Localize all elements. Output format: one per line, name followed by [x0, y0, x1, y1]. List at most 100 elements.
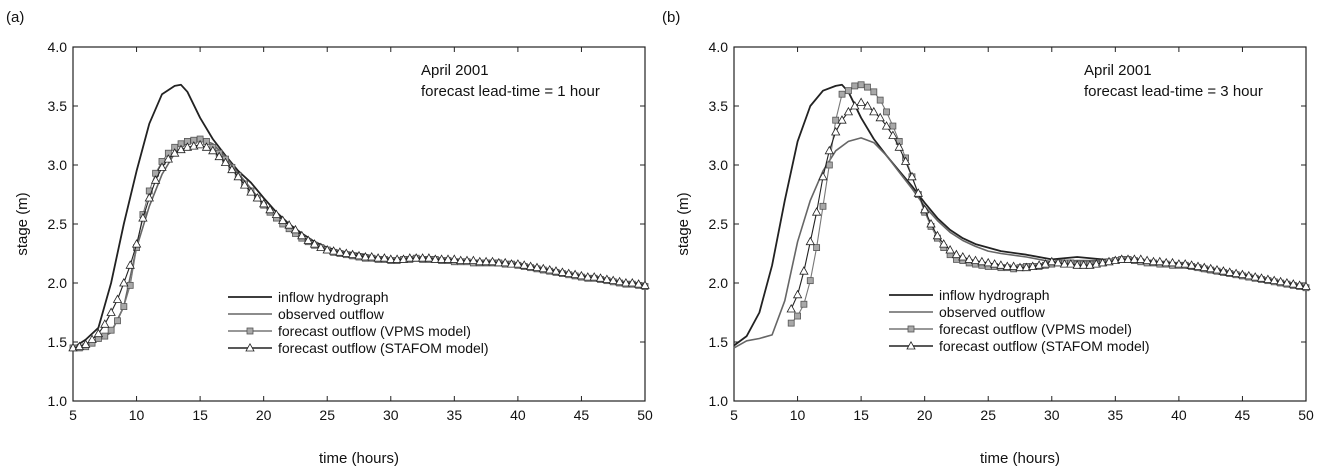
chart-a-series-forecast-outflow-stafom-model-point: [271, 209, 282, 219]
chart-a-legend-observed-outflow-label: observed outflow: [278, 306, 385, 322]
chart-a-x-tick-label: 45: [574, 407, 590, 423]
chart-b-series-forecast-outflow-stafom-model-point: [1047, 256, 1057, 266]
chart-a-series-forecast-outflow-stafom-model-point: [570, 269, 580, 279]
chart-a-x-tick-label: 15: [192, 407, 208, 423]
chart-b-series-forecast-outflow-stafom-model-point: [869, 106, 879, 116]
chart-a-series-forecast-outflow-stafom-model-point: [354, 250, 364, 260]
chart-b-annotation-line: April 2001: [1084, 62, 1152, 79]
chart-b-series-forecast-outflow-vpms-model-point: [844, 87, 852, 95]
chart-a-y-tick-label: 2.0: [48, 275, 68, 291]
chart-a-annotation-line: forecast lead-time = 1 hour: [421, 83, 600, 100]
chart-a-series-forecast-outflow-stafom-model-point: [316, 242, 326, 252]
chart-b-series-forecast-outflow-stafom-model-point: [951, 249, 962, 259]
chart-b-series-forecast-outflow-stafom-model-point: [1186, 260, 1197, 269]
chart-b-series-forecast-outflow-stafom-model-point: [1059, 259, 1070, 268]
chart-b-y-tick-label: 2.5: [709, 216, 729, 232]
chart-b-series-forecast-outflow-stafom-model-point: [1301, 281, 1311, 290]
chart-b-series-forecast-outflow-stafom-model-point: [1015, 262, 1025, 272]
chart-b-series-forecast-outflow-stafom-model-point: [1218, 266, 1229, 275]
chart-a-series-forecast-outflow-stafom-model-point: [608, 275, 618, 285]
chart-a-series-forecast-outflow-stafom-model-point: [74, 341, 85, 351]
chart-a-y-tick-label: 3.5: [48, 98, 68, 114]
chart-b-series-forecast-outflow-stafom-model-point: [1148, 256, 1159, 266]
chart-b-series-forecast-outflow-vpms-model-point: [876, 96, 884, 104]
chart-b-series-forecast-outflow-stafom-model-point: [1212, 264, 1222, 274]
chart-b-y-tick-label: 4.0: [709, 39, 729, 55]
chart-a-series-forecast-outflow-stafom-model-point: [557, 267, 568, 276]
chart-a-series-forecast-outflow-stafom-model-point: [564, 268, 574, 278]
chart-b-y-tick-label: 2.0: [709, 275, 729, 291]
chart-b-series-forecast-outflow-stafom-model-point: [939, 239, 949, 248]
chart-a-series-forecast-outflow-stafom-model-point: [538, 263, 548, 273]
chart-b-series-forecast-outflow-stafom-model-point: [1053, 257, 1063, 267]
chart-a-legend-inflow-hydrograph-label: inflow hydrograph: [278, 289, 389, 305]
chart-b-series-forecast-outflow-stafom-model-point: [1263, 274, 1273, 283]
chart-b-x-tick-label: 10: [790, 407, 806, 423]
chart-b-series-forecast-outflow-stafom-model-point: [920, 204, 930, 214]
chart-b-x-axis-label: time (hours): [980, 450, 1060, 467]
chart-a-series-forecast-outflow-stafom-model-point: [100, 319, 110, 328]
chart-a-series-forecast-outflow-stafom-model-point: [112, 294, 123, 303]
chart-b-series-forecast-outflow-stafom-model-point: [1136, 254, 1146, 263]
chart-a-series-forecast-outflow-stafom-model-point: [182, 142, 193, 151]
chart-b-series-forecast-outflow-stafom-model-point: [1256, 273, 1267, 282]
chart-b-series-forecast-outflow-stafom-model-point: [989, 259, 1000, 268]
chart-a-series-forecast-outflow-stafom-model-point: [328, 246, 339, 255]
chart-a-series-forecast-outflow-stafom-model-point: [163, 154, 173, 163]
chart-b-series-forecast-outflow-stafom-model-point: [996, 260, 1006, 269]
chart-a-series-forecast-outflow-vpms-model-point: [126, 281, 134, 289]
chart-b-series-forecast-outflow-stafom-model-point: [964, 254, 974, 263]
chart-a-series-forecast-outflow-stafom-model-point: [583, 272, 593, 281]
chart-a-x-tick-label: 20: [256, 407, 272, 423]
chart-b-series-forecast-outflow-stafom-model-point: [1282, 277, 1292, 287]
chart-a-x-tick-label: 30: [383, 407, 399, 423]
chart-a-series-forecast-outflow-stafom-model-point: [284, 220, 294, 229]
chart-a-series-forecast-outflow-stafom-model-point: [417, 253, 428, 262]
chart-a-series-forecast-outflow-stafom-model-point: [195, 139, 205, 149]
chart-a-annotation-line: April 2001: [421, 62, 489, 79]
chart-a-series-forecast-outflow-stafom-model-point: [456, 255, 466, 265]
chart-a-series-forecast-outflow-stafom-model-point: [386, 254, 396, 263]
chart-b-series-forecast-outflow-stafom-model-point: [875, 112, 885, 122]
chart-a-series-forecast-outflow-stafom-model-point: [379, 253, 390, 262]
chart-a-series-forecast-outflow-vpms-model-point: [101, 332, 109, 340]
chart-a-series-forecast-outflow-stafom-model-point: [157, 162, 167, 171]
chart-b-x-tick-label: 35: [1108, 407, 1124, 423]
chart-a-series-forecast-outflow-stafom-model-point: [500, 257, 510, 267]
chart-a-series-forecast-outflow-vpms-model-point: [107, 326, 115, 334]
chart-b-y-axis-label: stage (m): [675, 192, 692, 255]
chart-a-x-tick-label: 40: [510, 407, 526, 423]
chart-b-x-tick-label: 20: [917, 407, 933, 423]
chart-b-series-forecast-outflow-stafom-model-point: [1066, 259, 1076, 268]
chart-b-series-forecast-outflow-stafom-model-point: [856, 97, 866, 106]
chart-b-series-forecast-outflow-vpms-model-point: [794, 312, 801, 320]
chart-b-series-forecast-outflow-stafom-model-point: [900, 156, 911, 165]
chart-a-series-forecast-outflow-stafom-model-point: [68, 342, 78, 352]
chart-a-series-forecast-outflow-vpms-model-point: [114, 317, 121, 325]
chart-b-series-forecast-outflow-stafom-model-point: [786, 303, 796, 313]
chart-a-x-tick-label: 25: [319, 407, 335, 423]
chart-a-x-tick-label: 50: [637, 407, 653, 423]
chart-a-series-forecast-outflow-stafom-model-point: [335, 247, 345, 256]
chart-b-series-forecast-outflow-vpms-model-point: [864, 83, 871, 91]
chart-b-series-forecast-outflow-stafom-model-point: [837, 115, 847, 124]
chart-b-series-forecast-outflow-vpms-model-point: [851, 82, 859, 90]
chart-a-y-tick-label: 1.5: [48, 334, 68, 350]
chart-b-series-forecast-outflow-stafom-model-point: [1275, 276, 1286, 286]
chart-a-series-forecast-outflow-stafom-model-point: [208, 145, 218, 155]
chart-a-series-forecast-outflow-stafom-model-point: [290, 224, 301, 234]
chart-b-series-forecast-outflow-vpms-model-point: [800, 300, 808, 308]
chart-a-series-forecast-outflow-stafom-model-point: [309, 239, 320, 248]
chart-b-series-forecast-outflow-stafom-model-point: [1129, 254, 1140, 263]
chart-a-series-forecast-outflow-stafom-model-point: [621, 277, 631, 287]
chart-a-series-forecast-outflow-stafom-model-point: [341, 248, 351, 257]
chart-a-series-forecast-outflow-stafom-model-point: [278, 215, 288, 224]
chart-a-series-forecast-outflow-stafom-model-point: [138, 213, 148, 222]
chart-a-series-forecast-outflow-stafom-model-point: [360, 251, 371, 261]
chart-b-series-forecast-outflow-stafom-model-point: [1269, 275, 1279, 285]
chart-b-y-tick-label: 1.5: [709, 334, 729, 350]
chart-a-series-forecast-outflow-stafom-model-point: [481, 256, 491, 266]
chart-a-series-forecast-outflow-stafom-model-point: [246, 187, 256, 196]
chart-b-series-forecast-outflow-stafom-model-point: [1174, 259, 1184, 268]
chart-b-series-forecast-outflow-stafom-model-point: [1161, 257, 1171, 267]
